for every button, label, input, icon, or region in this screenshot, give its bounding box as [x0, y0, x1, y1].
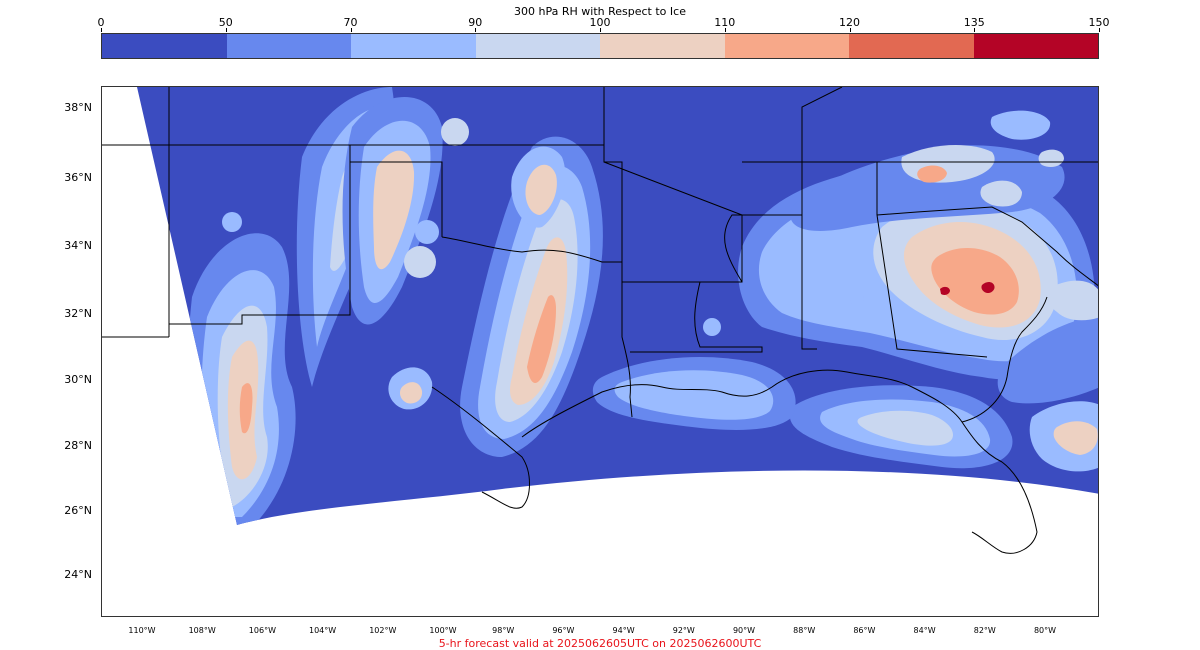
longitude-label: 90°W: [732, 626, 756, 635]
longitude-label: 84°W: [913, 626, 936, 635]
colorbar-tick-mark: [974, 28, 976, 32]
latitude-label: 32°N: [64, 307, 92, 320]
longitude-label: 100°W: [429, 626, 457, 635]
colorbar-tick-label: 120: [839, 16, 860, 29]
forecast-validity-note: 5-hr forecast valid at 2025062605UTC on …: [438, 637, 762, 650]
colorbar-tick-label: 100: [589, 16, 611, 29]
colorbar-segment: [600, 34, 725, 58]
colorbar-tick-mark: [350, 28, 352, 32]
latitude-label: 30°N: [64, 373, 92, 386]
colorbar: [101, 33, 1099, 59]
latitude-label: 28°N: [64, 439, 92, 452]
colorbar-segment: [351, 34, 476, 58]
colorbar-tick-mark: [225, 28, 227, 32]
longitude-label: 106°W: [248, 626, 276, 635]
colorbar-segment: [226, 34, 351, 58]
colorbar-tick-mark: [724, 28, 726, 32]
map-panel: [101, 86, 1099, 617]
colorbar-title: 300 hPa RH with Respect to Ice: [514, 5, 686, 18]
longitude-label: 98°W: [492, 626, 515, 635]
longitude-label: 104°W: [309, 626, 337, 635]
longitude-label: 88°W: [793, 626, 816, 635]
colorbar-tick-label: 70: [343, 16, 358, 29]
longitude-label: 110°W: [128, 626, 156, 635]
longitude-label: 80°W: [1033, 626, 1057, 635]
colorbar-tick-mark: [1099, 28, 1100, 32]
longitude-label: 82°W: [973, 626, 996, 635]
colorbar-tick-label: 90: [468, 16, 483, 29]
latitude-label: 36°N: [64, 171, 92, 184]
latitude-label: 38°N: [64, 101, 92, 114]
longitude-label: 92°W: [672, 626, 695, 635]
latitude-label: 26°N: [64, 504, 92, 517]
colorbar-tick-mark: [600, 28, 601, 32]
colorbar-segment: [724, 34, 849, 58]
rh-field-map: [102, 87, 1098, 554]
longitude-label: 96°W: [552, 626, 575, 635]
colorbar-tick-label: 110: [714, 16, 736, 29]
colorbar-tick-mark: [101, 28, 102, 32]
colorbar-segment: [849, 34, 974, 58]
colorbar-tick-label: 50: [218, 16, 233, 29]
colorbar-segment: [102, 34, 227, 58]
colorbar-tick-mark: [475, 28, 477, 32]
political-borders: [102, 87, 1098, 554]
latitude-label: 34°N: [64, 239, 92, 252]
latitude-label: 24°N: [64, 568, 92, 581]
colorbar-tick-label: 150: [1088, 16, 1110, 29]
colorbar-segment: [475, 34, 600, 58]
colorbar-tick-mark: [849, 28, 851, 32]
colorbar-tick-label: 135: [963, 16, 985, 29]
longitude-label: 86°W: [853, 626, 876, 635]
longitude-label: 102°W: [369, 626, 397, 635]
colorbar-segment: [973, 34, 1098, 58]
colorbar-tick-label: 0: [97, 16, 105, 29]
longitude-label: 108°W: [188, 626, 216, 635]
longitude-label: 94°W: [612, 626, 635, 635]
